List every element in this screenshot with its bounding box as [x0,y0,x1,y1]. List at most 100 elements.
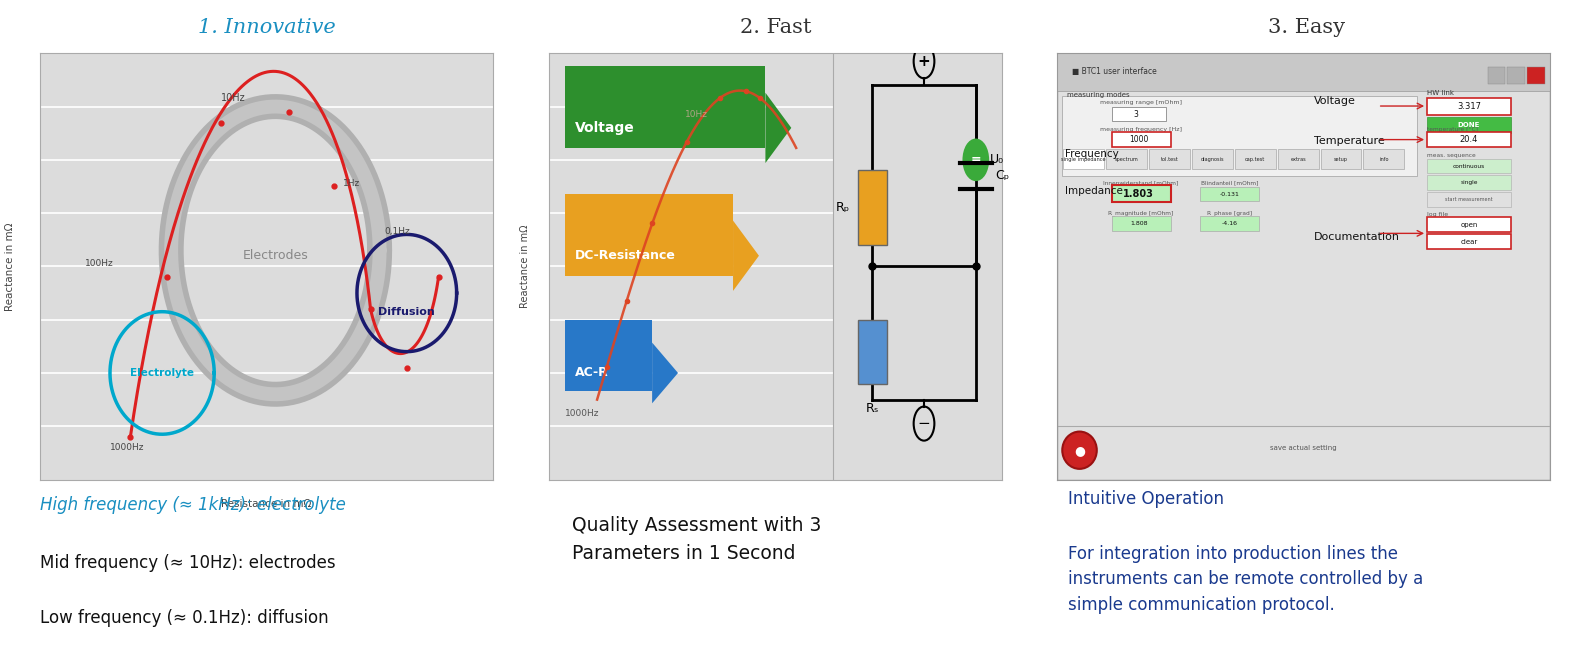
Text: 1.803: 1.803 [1123,189,1154,199]
FancyBboxPatch shape [1428,117,1510,133]
Text: AC-R: AC-R [574,366,609,380]
Text: single impedance: single impedance [1062,157,1107,162]
Text: 1000Hz: 1000Hz [110,443,145,452]
FancyBboxPatch shape [1111,132,1170,147]
Text: save actual setting: save actual setting [1270,445,1337,452]
FancyBboxPatch shape [857,320,887,384]
FancyBboxPatch shape [1428,132,1510,147]
Text: Cₚ: Cₚ [995,169,1010,182]
Text: DONE: DONE [1458,122,1480,129]
Text: =: = [970,153,981,166]
Text: clear: clear [1460,239,1477,245]
FancyBboxPatch shape [1364,149,1404,169]
Text: spectrum: spectrum [1115,157,1138,162]
Text: meas. sequence: meas. sequence [1428,153,1476,159]
FancyBboxPatch shape [1428,234,1510,249]
FancyBboxPatch shape [1526,67,1545,84]
FancyBboxPatch shape [564,194,733,276]
Text: +: + [917,54,930,69]
FancyBboxPatch shape [1278,149,1318,169]
Text: 3. Easy: 3. Easy [1269,19,1345,37]
FancyBboxPatch shape [1062,96,1417,176]
Text: Rₛ: Rₛ [865,402,879,416]
Text: extras: extras [1291,157,1305,162]
FancyBboxPatch shape [1428,97,1469,115]
FancyBboxPatch shape [1428,217,1510,232]
Text: 10Hz: 10Hz [221,93,245,103]
Text: measuring modes: measuring modes [1067,92,1130,98]
Text: 1000Hz: 1000Hz [564,408,599,418]
FancyBboxPatch shape [1111,107,1165,121]
FancyBboxPatch shape [1057,53,1550,91]
Text: 100Hz: 100Hz [86,259,114,268]
Text: 1.808: 1.808 [1130,221,1148,226]
Text: tol.test: tol.test [1161,157,1178,162]
FancyBboxPatch shape [1469,97,1510,115]
Text: Documentation: Documentation [1313,232,1399,242]
Text: open: open [1460,222,1477,228]
Text: Diffusion: Diffusion [378,306,436,317]
Text: temperature [°C]: temperature [°C] [1428,127,1479,132]
Text: single: single [1460,180,1477,185]
FancyBboxPatch shape [1428,159,1510,173]
Text: ■ BTC1 user interface: ■ BTC1 user interface [1072,67,1158,77]
Circle shape [1062,432,1097,469]
Text: ●: ● [1075,444,1084,457]
Text: R_magnitude [mOhm]: R_magnitude [mOhm] [1108,210,1173,216]
Text: measuring range [mOhm]: measuring range [mOhm] [1100,100,1181,105]
Text: 1000: 1000 [1129,135,1148,144]
Text: Reactance in mΩ: Reactance in mΩ [520,224,531,308]
Text: 0,1Hz: 0,1Hz [385,227,410,236]
FancyBboxPatch shape [1057,53,1550,480]
Text: Voltage: Voltage [1313,96,1356,106]
FancyBboxPatch shape [564,320,652,391]
FancyBboxPatch shape [1428,175,1510,190]
Text: setup: setup [1334,157,1348,162]
Text: start measurement: start measurement [1445,197,1493,202]
Text: 1Hz: 1Hz [343,179,361,188]
FancyBboxPatch shape [1111,185,1170,202]
FancyBboxPatch shape [1488,67,1506,84]
Text: Intuitive Operation: Intuitive Operation [1068,490,1224,507]
Text: diagnosis: diagnosis [1200,157,1224,162]
FancyBboxPatch shape [1235,149,1275,169]
Text: Blindanteil [mOhm]: Blindanteil [mOhm] [1200,180,1259,185]
FancyBboxPatch shape [1111,216,1170,230]
Text: High frequency (≈ 1kHz): electrolyte: High frequency (≈ 1kHz): electrolyte [40,496,345,514]
Text: info: info [1379,157,1388,162]
Text: Quality Assessment with 3
Parameters in 1 Second: Quality Assessment with 3 Parameters in … [572,516,822,563]
FancyBboxPatch shape [1192,149,1232,169]
Text: Low frequency (≈ 0.1Hz): diffusion: Low frequency (≈ 0.1Hz): diffusion [40,609,329,627]
Text: measuring frequency [Hz]: measuring frequency [Hz] [1100,127,1181,132]
Text: Mid frequency (≈ 10Hz): electrodes: Mid frequency (≈ 10Hz): electrodes [40,554,335,572]
Text: 1. Innovative: 1. Innovative [199,19,335,37]
Polygon shape [652,342,677,404]
Text: 2. Fast: 2. Fast [741,19,811,37]
Text: −: − [917,416,930,431]
FancyBboxPatch shape [1107,149,1146,169]
Polygon shape [765,93,792,163]
Text: log file: log file [1428,212,1448,217]
Text: -0.131: -0.131 [1220,192,1240,197]
Text: R_phase [grad]: R_phase [grad] [1207,210,1253,216]
Polygon shape [733,220,758,291]
Text: Frequency: Frequency [1065,149,1118,159]
FancyBboxPatch shape [1321,149,1361,169]
FancyBboxPatch shape [1428,97,1510,115]
FancyBboxPatch shape [857,170,887,245]
Text: 3.317: 3.317 [1456,101,1480,111]
FancyBboxPatch shape [1507,67,1525,84]
FancyBboxPatch shape [1200,187,1259,201]
FancyBboxPatch shape [1064,149,1103,169]
FancyBboxPatch shape [564,67,765,149]
Text: Innenwiderstand [mOhm]: Innenwiderstand [mOhm] [1103,180,1178,185]
FancyBboxPatch shape [1200,216,1259,230]
Text: continuous: continuous [1453,164,1485,168]
Text: Temperature: Temperature [1313,136,1385,146]
Text: Resistance in mΩ: Resistance in mΩ [221,499,312,509]
Text: HW link: HW link [1428,90,1453,96]
Text: -4.16: -4.16 [1221,221,1239,226]
Text: Reactance in mΩ: Reactance in mΩ [5,222,14,310]
FancyBboxPatch shape [1428,192,1510,206]
Text: 20.4: 20.4 [1460,135,1479,144]
